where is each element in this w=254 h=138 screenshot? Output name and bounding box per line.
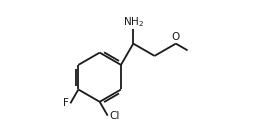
Text: Cl: Cl [109,111,119,121]
Text: F: F [63,98,69,108]
Text: O: O [172,32,180,42]
Text: NH$_2$: NH$_2$ [123,15,144,29]
